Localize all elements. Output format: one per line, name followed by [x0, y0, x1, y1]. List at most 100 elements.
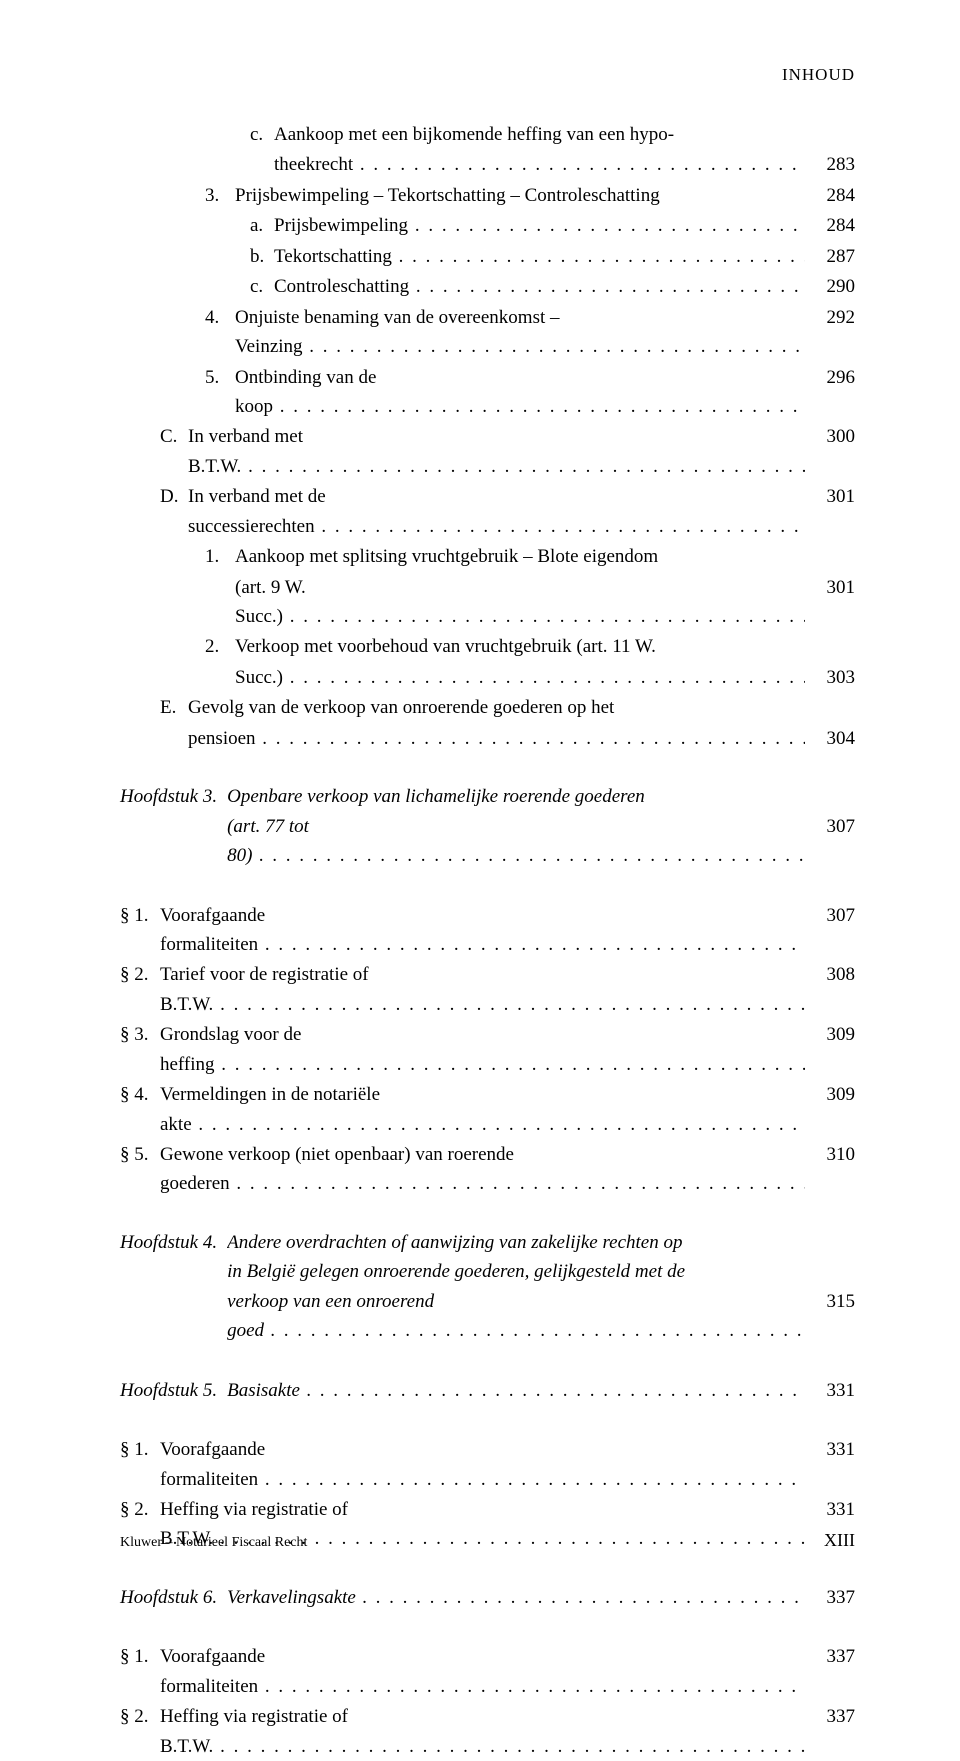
- toc-label: § 2.: [120, 1495, 160, 1524]
- toc-entry: c.Aankoop met een bijkomende heffing van…: [120, 120, 855, 149]
- toc-text: Prijsbewimpeling: [274, 211, 805, 240]
- toc-text: In verband met B.T.W.: [188, 422, 805, 481]
- toc-label: § 4.: [120, 1080, 160, 1109]
- toc-text: Tekortschatting: [274, 242, 805, 271]
- chapter-title: in België gelegen onroerende goederen, g…: [227, 1257, 855, 1286]
- toc-entry: pensioen304: [120, 724, 855, 753]
- toc-page-number: 309: [805, 1080, 855, 1109]
- toc-label: c.: [250, 272, 274, 301]
- toc-page-number: 315: [805, 1287, 855, 1316]
- toc-label: § 1.: [120, 1642, 160, 1671]
- toc-page-number: 307: [805, 812, 855, 841]
- chapter-label: Hoofdstuk 3.: [120, 782, 227, 811]
- toc-page-number: 301: [805, 482, 855, 511]
- chapter-heading: Hoofdstuk 4.Andere overdrachten of aanwi…: [120, 1228, 855, 1346]
- toc-entry: § 1.Voorafgaande formaliteiten307: [120, 901, 855, 960]
- toc-label: a.: [250, 211, 274, 240]
- toc-text: Prijsbewimpeling – Tekortschatting – Con…: [235, 181, 805, 210]
- chapter-title: (art. 77 tot 80): [227, 812, 805, 871]
- toc-label: § 2.: [120, 1702, 160, 1731]
- toc-label: b.: [250, 242, 274, 271]
- toc-label: [250, 150, 274, 179]
- toc-page-number: 337: [805, 1702, 855, 1731]
- toc-entry: C.In verband met B.T.W.300: [120, 422, 855, 481]
- toc-label: [205, 663, 235, 692]
- toc-text: Grondslag voor de heffing: [160, 1020, 805, 1079]
- toc-text: (art. 9 W. Succ.): [235, 573, 805, 632]
- running-header: INHOUD: [782, 65, 855, 85]
- toc-page-number: 284: [805, 211, 855, 240]
- toc-label: 5.: [205, 363, 235, 392]
- toc-text: Onjuiste benaming van de overeenkomst – …: [235, 303, 805, 362]
- toc-content: c.Aankoop met een bijkomende heffing van…: [120, 120, 855, 1761]
- toc-text: Voorafgaande formaliteiten: [160, 1642, 805, 1701]
- toc-entry: 4.Onjuiste benaming van de overeenkomst …: [120, 303, 855, 362]
- toc-label: 4.: [205, 303, 235, 332]
- toc-entry: (art. 9 W. Succ.)301: [120, 573, 855, 632]
- chapter-heading: Hoofdstuk 3.Openbare verkoop van lichame…: [120, 782, 855, 870]
- toc-page-number: 337: [805, 1583, 855, 1612]
- toc-label: § 3.: [120, 1020, 160, 1049]
- toc-entry: § 2.Heffing via registratie of B.T.W.337: [120, 1702, 855, 1761]
- toc-page-number: 309: [805, 1020, 855, 1049]
- toc-text: Gevolg van de verkoop van onroerende goe…: [188, 693, 855, 722]
- chapter-title: Andere overdrachten of aanwijzing van za…: [227, 1228, 855, 1257]
- toc-entry: 5.Ontbinding van de koop296: [120, 363, 855, 422]
- toc-text: Succ.): [235, 663, 805, 692]
- toc-label: [160, 724, 188, 753]
- toc-entry: 2.Verkoop met voorbehoud van vruchtgebru…: [120, 632, 855, 661]
- toc-entry: § 2.Tarief voor de registratie of B.T.W.…: [120, 960, 855, 1019]
- toc-text: Voorafgaande formaliteiten: [160, 901, 805, 960]
- toc-page-number: 331: [805, 1376, 855, 1405]
- toc-label: 2.: [205, 632, 235, 661]
- toc-page-number: 284: [805, 181, 855, 210]
- toc-label: D.: [160, 482, 188, 511]
- toc-page-number: 303: [805, 663, 855, 692]
- toc-page-number: 292: [805, 303, 855, 332]
- toc-text: Verkoop met voorbehoud van vruchtgebruik…: [235, 632, 855, 661]
- chapter-label: Hoofdstuk 4.: [120, 1228, 227, 1257]
- toc-page-number: 300: [805, 422, 855, 451]
- toc-page-number: 337: [805, 1642, 855, 1671]
- toc-label: E.: [160, 693, 188, 722]
- toc-text: Ontbinding van de koop: [235, 363, 805, 422]
- toc-page-number: 283: [805, 150, 855, 179]
- toc-page-number: 308: [805, 960, 855, 989]
- toc-label: [205, 573, 235, 602]
- toc-page-number: 304: [805, 724, 855, 753]
- toc-text: Controleschatting: [274, 272, 805, 301]
- toc-entry: § 1.Voorafgaande formaliteiten331: [120, 1435, 855, 1494]
- toc-entry: 1.Aankoop met splitsing vruchtgebruik – …: [120, 542, 855, 571]
- toc-page-number: 296: [805, 363, 855, 392]
- toc-label: c.: [250, 120, 274, 149]
- toc-label: C.: [160, 422, 188, 451]
- toc-label: 3.: [205, 181, 235, 210]
- toc-text: Aankoop met een bijkomende heffing van e…: [274, 120, 855, 149]
- toc-text: Tarief voor de registratie of B.T.W.: [160, 960, 805, 1019]
- page-footer: Kluwer – Notarieel Fiscaal Recht XIII: [120, 1530, 855, 1551]
- toc-entry: D.In verband met de successierechten301: [120, 482, 855, 541]
- toc-page-number: 287: [805, 242, 855, 271]
- toc-entry: § 4.Vermeldingen in de notariële akte309: [120, 1080, 855, 1139]
- toc-entry: theekrecht283: [120, 150, 855, 179]
- chapter-label: Hoofdstuk 5.: [120, 1376, 227, 1405]
- toc-page-number: 301: [805, 573, 855, 602]
- chapter-title: verkoop van een onroerend goed: [227, 1287, 805, 1346]
- toc-entry: § 1.Voorafgaande formaliteiten337: [120, 1642, 855, 1701]
- toc-text: Heffing via registratie of B.T.W.: [160, 1702, 805, 1761]
- toc-page-number: 290: [805, 272, 855, 301]
- chapter-heading: Hoofdstuk 6.Verkavelingsakte337: [120, 1583, 855, 1612]
- toc-entry: Succ.)303: [120, 663, 855, 692]
- toc-entry: E.Gevolg van de verkoop van onroerende g…: [120, 693, 855, 722]
- toc-entry: c.Controleschatting290: [120, 272, 855, 301]
- toc-text: Gewone verkoop (niet openbaar) van roere…: [160, 1140, 805, 1199]
- chapter-title: Basisakte: [227, 1376, 805, 1405]
- footer-publisher: Kluwer – Notarieel Fiscaal Recht: [120, 1535, 307, 1551]
- toc-text: pensioen: [188, 724, 805, 753]
- toc-page-number: 310: [805, 1140, 855, 1169]
- toc-entry: a.Prijsbewimpeling284: [120, 211, 855, 240]
- chapter-label: Hoofdstuk 6.: [120, 1583, 227, 1612]
- chapter-heading: Hoofdstuk 5.Basisakte331: [120, 1376, 855, 1405]
- toc-label: § 5.: [120, 1140, 160, 1169]
- toc-text: In verband met de successierechten: [188, 482, 805, 541]
